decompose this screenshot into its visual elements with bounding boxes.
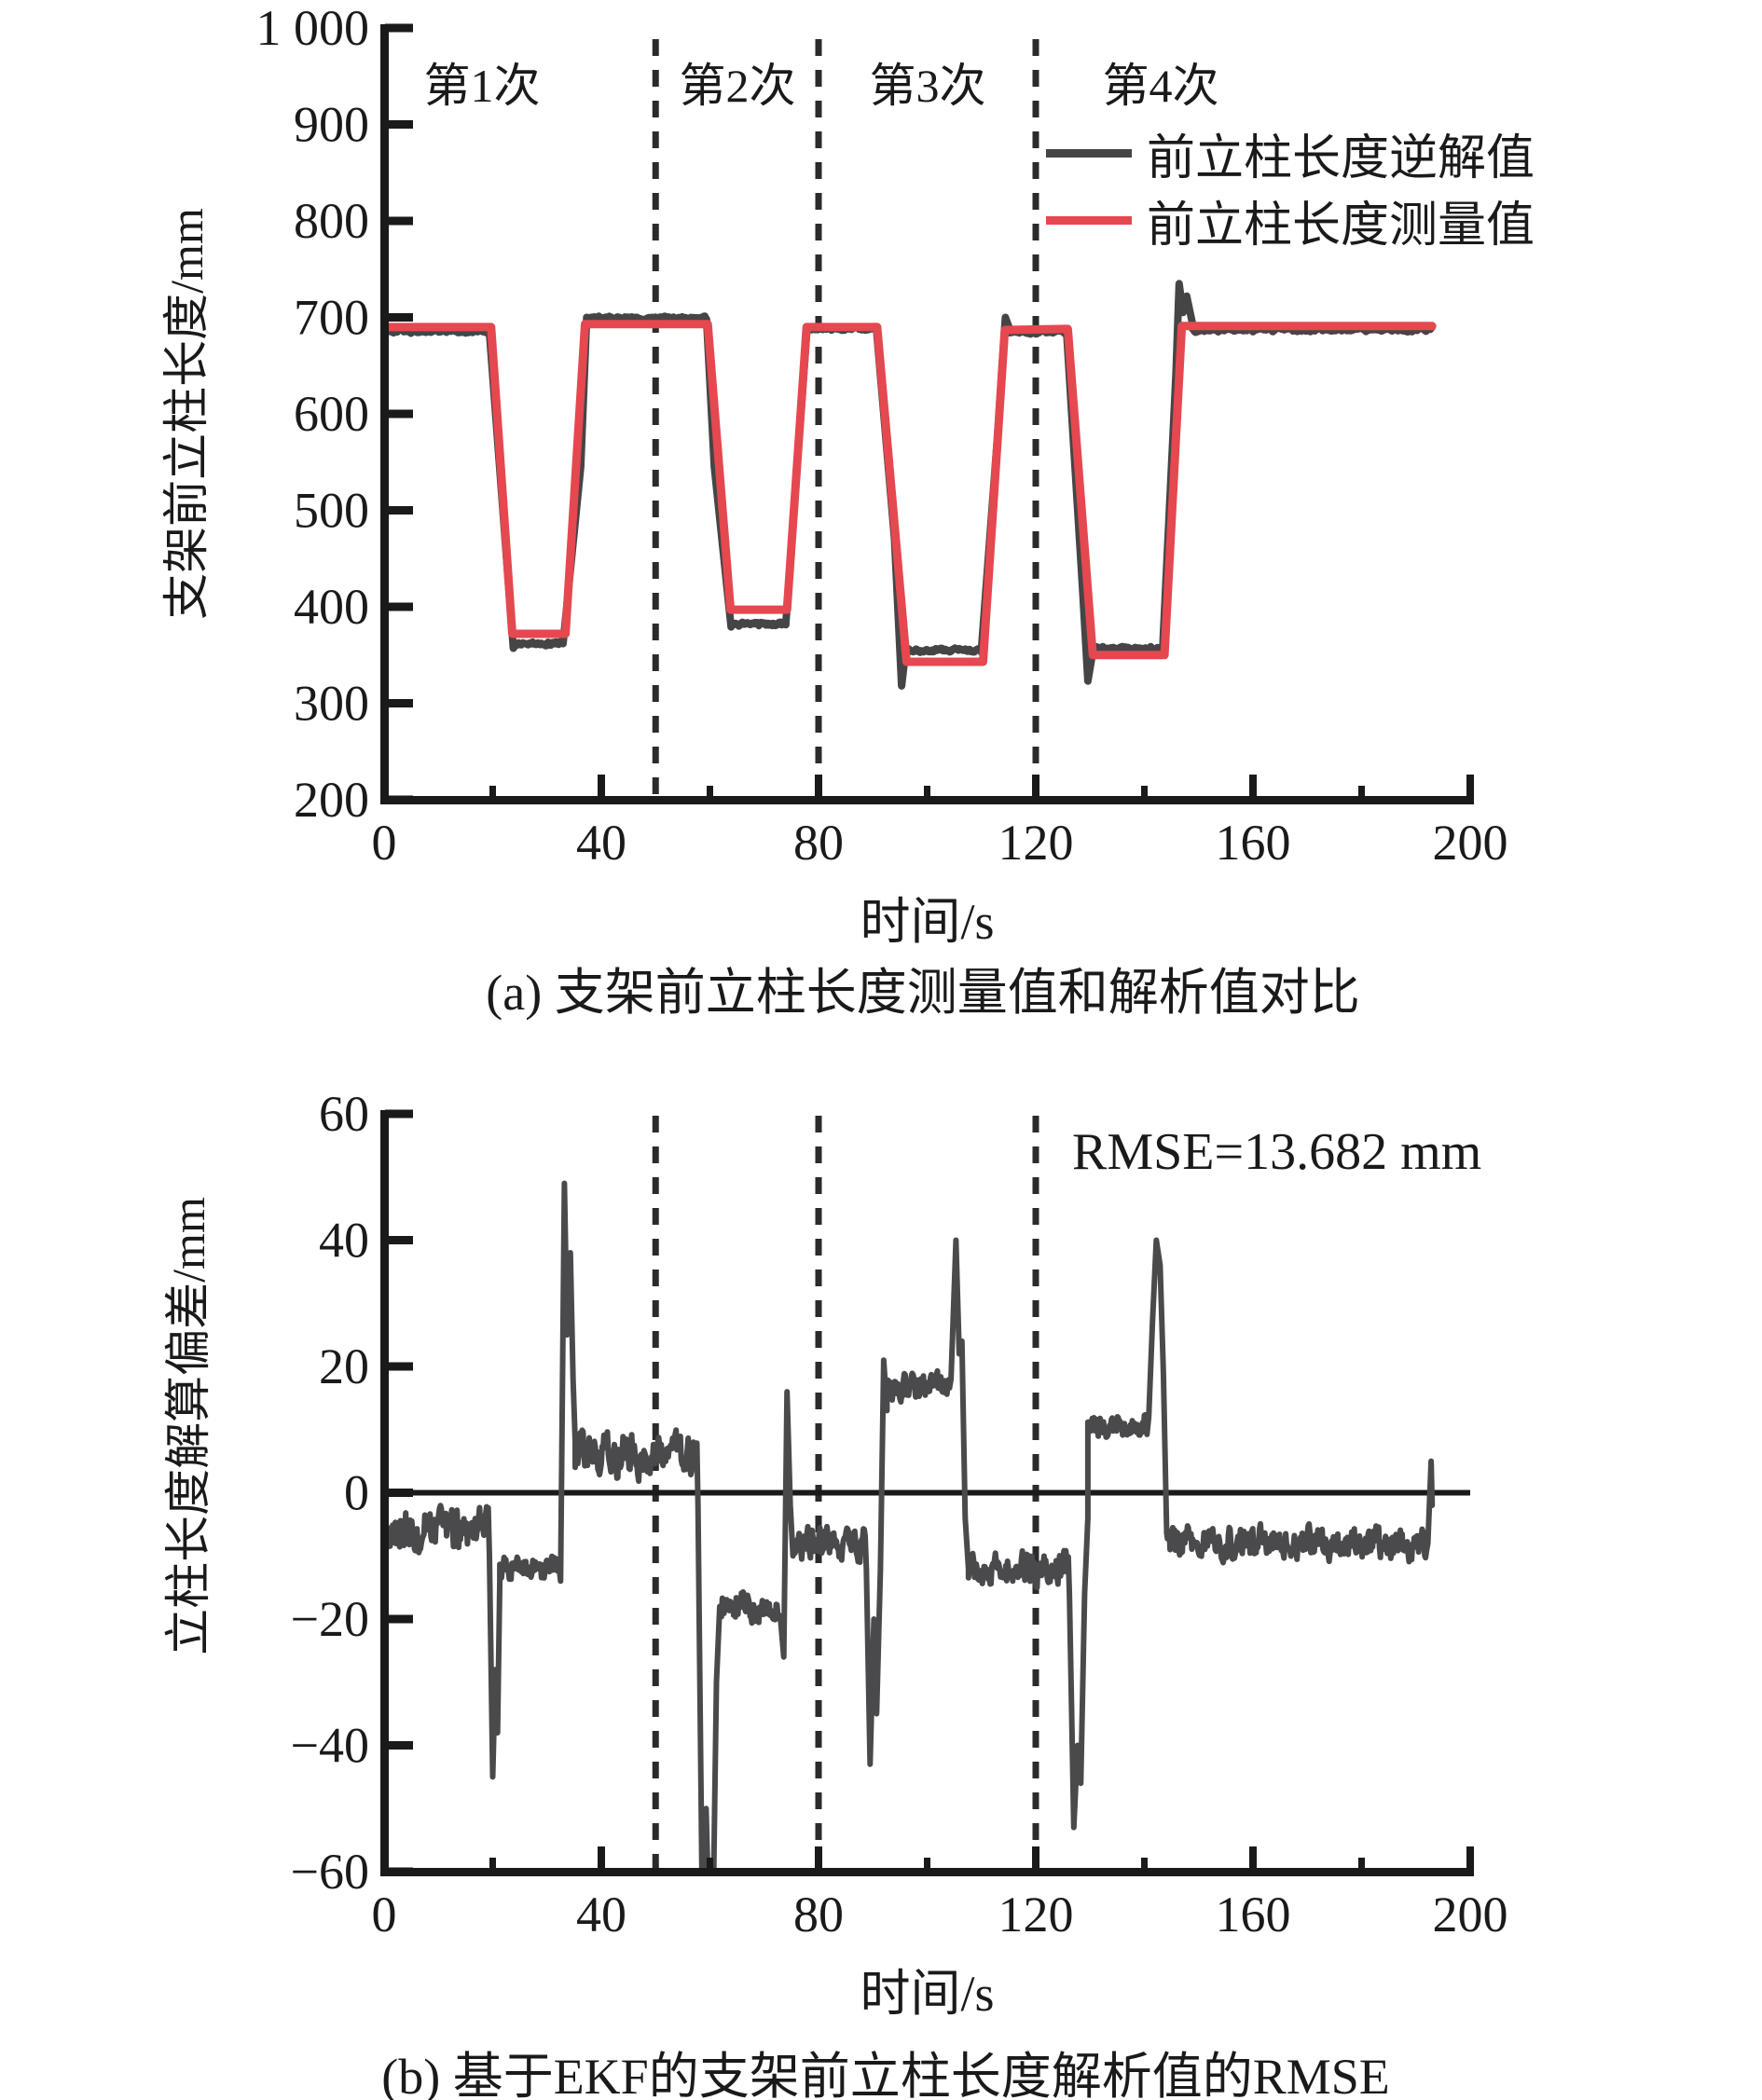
svg-text:700: 700 bbox=[294, 290, 369, 346]
svg-text:300: 300 bbox=[294, 676, 369, 732]
svg-text:1 000: 1 000 bbox=[256, 0, 370, 56]
svg-text:−60: −60 bbox=[291, 1844, 369, 1900]
phase-label-1: 第1次 bbox=[423, 60, 541, 112]
svg-text:600: 600 bbox=[294, 386, 369, 442]
chart-b-ylabel: 立柱长度解算偏差/mm bbox=[162, 1197, 214, 1655]
svg-text:−20: −20 bbox=[291, 1591, 369, 1647]
svg-text:80: 80 bbox=[793, 815, 844, 871]
legend-label-measured: 前立柱长度测量值 bbox=[1147, 199, 1535, 253]
legend-label-inverse: 前立柱长度逆解值 bbox=[1147, 131, 1535, 185]
svg-text:80: 80 bbox=[793, 1887, 844, 1942]
chart-b-xlabel: 时间/s bbox=[860, 1966, 995, 2022]
svg-text:120: 120 bbox=[998, 815, 1074, 871]
svg-text:60: 60 bbox=[319, 1086, 369, 1142]
legend-line-red-icon bbox=[1046, 215, 1132, 225]
svg-text:160: 160 bbox=[1216, 815, 1291, 871]
svg-text:200: 200 bbox=[1433, 815, 1508, 871]
chart-b-caption: (b) 基于EKF的支架前立柱长度解析值的RMSE bbox=[381, 2049, 1390, 2100]
svg-text:500: 500 bbox=[294, 483, 369, 539]
phase-label-2: 第2次 bbox=[679, 60, 796, 112]
svg-text:160: 160 bbox=[1216, 1887, 1291, 1942]
svg-text:0: 0 bbox=[372, 1887, 397, 1942]
svg-text:0: 0 bbox=[372, 815, 397, 871]
legend-item-measured: 前立柱长度测量值 bbox=[1046, 190, 1535, 253]
chart-a-caption: (a) 支架前立柱长度测量值和解析值对比 bbox=[486, 965, 1360, 1021]
svg-text:40: 40 bbox=[319, 1213, 369, 1269]
chart-a-xlabel: 时间/s bbox=[860, 894, 995, 950]
svg-text:−40: −40 bbox=[291, 1718, 369, 1774]
svg-text:800: 800 bbox=[294, 193, 369, 249]
legend: 前立柱长度逆解值 前立柱长度测量值 bbox=[1046, 123, 1535, 253]
svg-text:900: 900 bbox=[294, 97, 369, 153]
svg-text:20: 20 bbox=[319, 1338, 369, 1394]
phase-label-3: 第3次 bbox=[869, 60, 986, 112]
phase-label-4: 第4次 bbox=[1102, 60, 1219, 112]
svg-text:40: 40 bbox=[576, 1887, 626, 1942]
rmse-annotation: RMSE=13.682 mm bbox=[1072, 1123, 1482, 1181]
legend-item-inverse: 前立柱长度逆解值 bbox=[1046, 123, 1535, 185]
chart-a-ylabel: 支架前立柱长度/mm bbox=[160, 208, 213, 620]
svg-text:200: 200 bbox=[294, 772, 369, 828]
svg-text:200: 200 bbox=[1433, 1887, 1508, 1942]
svg-text:400: 400 bbox=[294, 579, 369, 635]
legend-line-black-icon bbox=[1046, 148, 1132, 158]
svg-text:120: 120 bbox=[998, 1887, 1074, 1942]
svg-text:0: 0 bbox=[344, 1465, 369, 1521]
svg-text:40: 40 bbox=[576, 815, 626, 871]
